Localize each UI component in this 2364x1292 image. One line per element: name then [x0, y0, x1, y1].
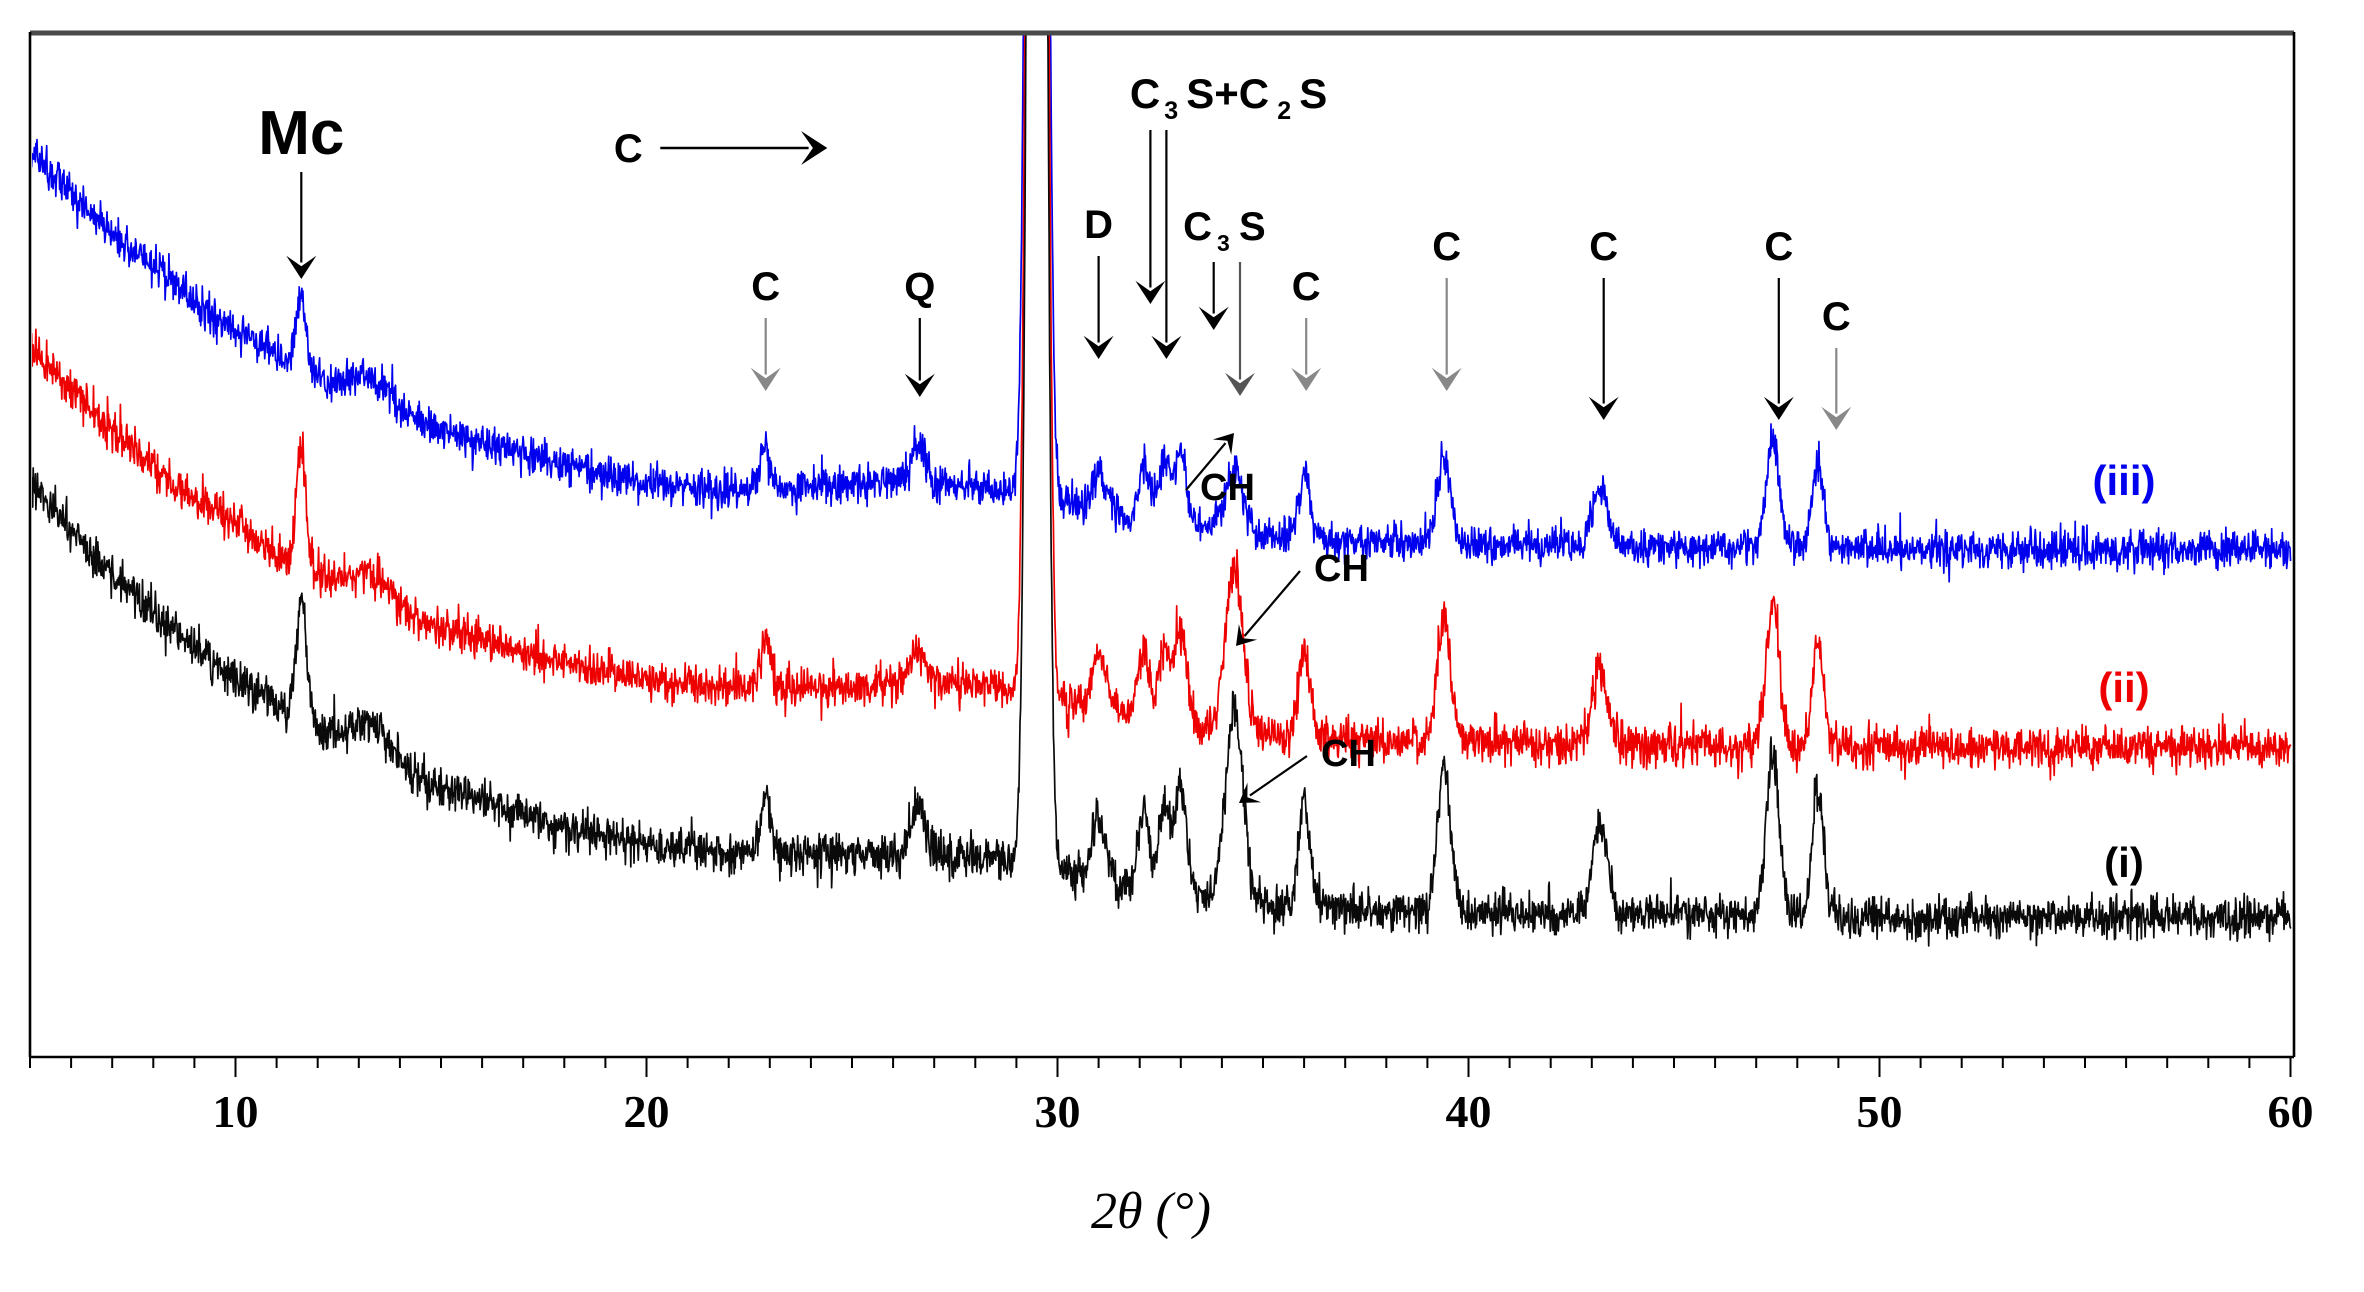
svg-text:Q: Q — [904, 265, 935, 309]
svg-text:10: 10 — [213, 1086, 259, 1137]
svg-text:CH: CH — [1321, 733, 1376, 775]
svg-text:2θ (°): 2θ (°) — [1091, 1183, 1211, 1240]
svg-text:40: 40 — [1446, 1086, 1492, 1137]
svg-text:50: 50 — [1857, 1086, 1903, 1137]
svg-text:C: C — [751, 265, 780, 309]
svg-text:Mc: Mc — [258, 99, 344, 168]
svg-text:C: C — [1589, 225, 1618, 269]
svg-text:C: C — [1183, 205, 1212, 249]
svg-text:20: 20 — [624, 1086, 670, 1137]
svg-text:S+C: S+C — [1186, 70, 1269, 117]
svg-text:(iii): (iii) — [2093, 457, 2156, 504]
svg-text:C: C — [614, 127, 643, 171]
svg-text:S: S — [1239, 205, 1266, 249]
svg-text:C: C — [1764, 225, 1793, 269]
svg-text:C: C — [1130, 70, 1160, 117]
svg-text:(ii): (ii) — [2098, 664, 2149, 711]
svg-text:3: 3 — [1217, 230, 1230, 256]
svg-text:S: S — [1299, 70, 1327, 117]
svg-text:CH: CH — [1200, 467, 1255, 509]
svg-text:2: 2 — [1277, 97, 1291, 125]
svg-text:CH: CH — [1314, 548, 1369, 590]
svg-text:C: C — [1292, 265, 1321, 309]
svg-text:30: 30 — [1035, 1086, 1081, 1137]
svg-text:60: 60 — [2268, 1086, 2314, 1137]
svg-text:C: C — [1432, 225, 1461, 269]
svg-text:C: C — [1822, 295, 1851, 339]
svg-text:3: 3 — [1164, 97, 1178, 125]
svg-text:D: D — [1084, 203, 1113, 247]
svg-text:(i): (i) — [2104, 839, 2144, 886]
